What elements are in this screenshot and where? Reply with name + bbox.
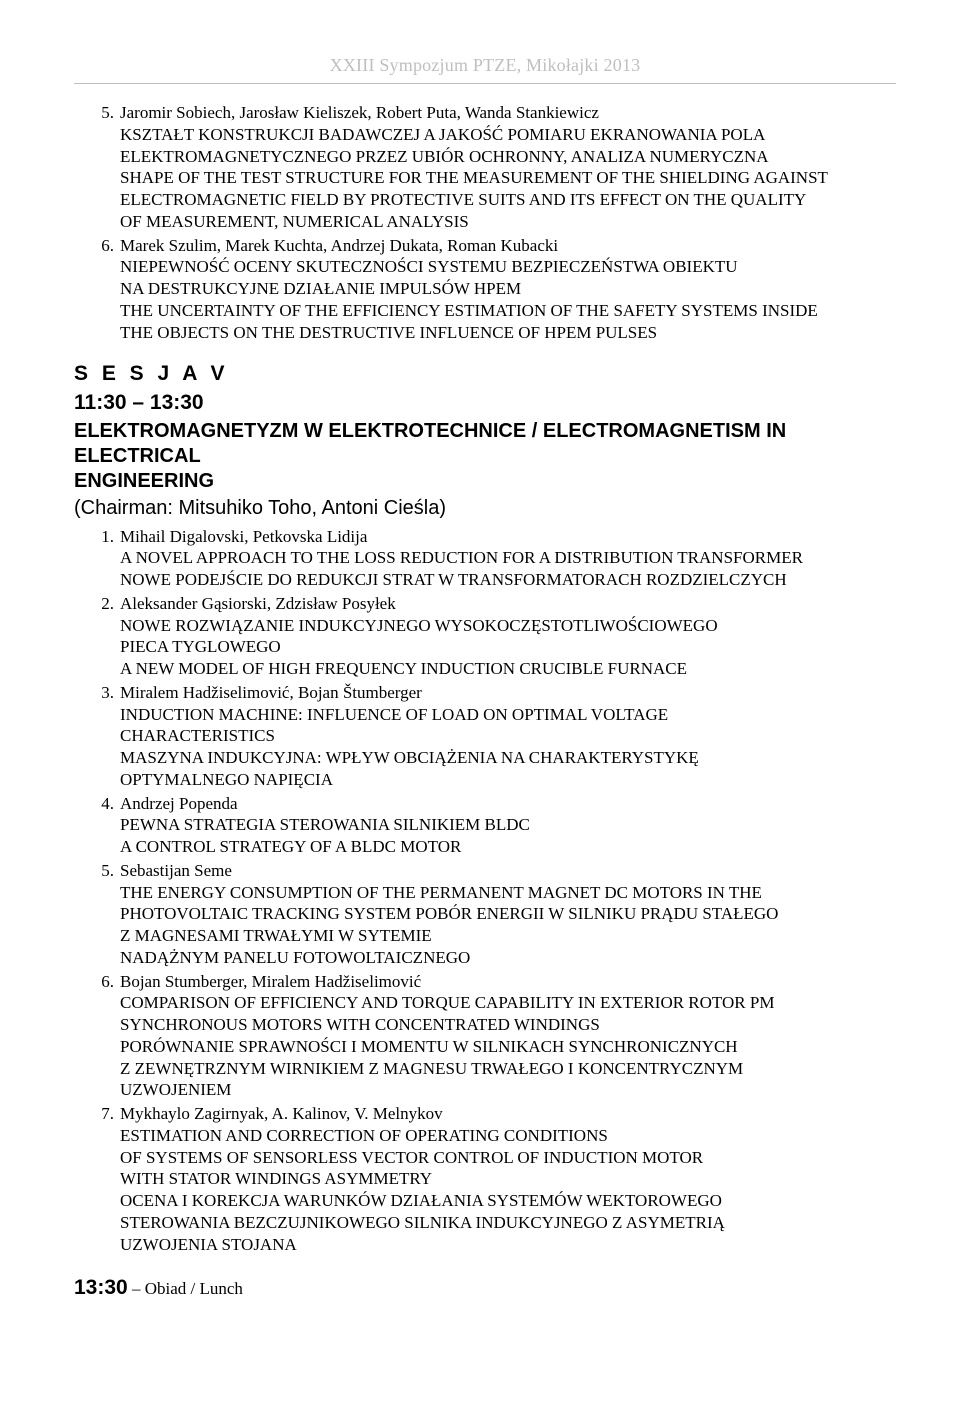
- talk-line: THE OBJECTS ON THE DESTRUCTIVE INFLUENCE…: [120, 322, 896, 344]
- talk-line: STEROWANIA BEZCZUJNIKOWEGO SILNIKA INDUK…: [120, 1212, 896, 1234]
- talk-line: NA DESTRUKCYJNE DZIAŁANIE IMPULSÓW HPEM: [120, 278, 896, 300]
- talk-number: 6.: [74, 971, 120, 1102]
- talk-item: 6.Marek Szulim, Marek Kuchta, Andrzej Du…: [74, 235, 896, 344]
- talk-body: Bojan Stumberger, Miralem Hadžiselimović…: [120, 971, 896, 1102]
- talk-line: Miralem Hadžiselimović, Bojan Štumberger: [120, 682, 896, 704]
- talk-number: 5.: [74, 860, 120, 969]
- talk-body: Sebastijan SemeTHE ENERGY CONSUMPTION OF…: [120, 860, 896, 969]
- talk-line: PHOTOVOLTAIC TRACKING SYSTEM POBÓR ENERG…: [120, 903, 896, 925]
- talk-line: THE ENERGY CONSUMPTION OF THE PERMANENT …: [120, 882, 896, 904]
- talk-line: Z ZEWNĘTRZNYM WIRNIKIEM Z MAGNESU TRWAŁE…: [120, 1058, 896, 1080]
- talk-body: Miralem Hadžiselimović, Bojan Štumberger…: [120, 682, 896, 791]
- talk-line: SHAPE OF THE TEST STRUCTURE FOR THE MEAS…: [120, 167, 896, 189]
- talk-line: SYNCHRONOUS MOTORS WITH CONCENTRATED WIN…: [120, 1014, 896, 1036]
- talk-line: Mykhaylo Zagirnyak, A. Kalinov, V. Melny…: [120, 1103, 896, 1125]
- talk-line: PEWNA STRATEGIA STEROWANIA SILNIKIEM BLD…: [120, 814, 896, 836]
- talk-line: Andrzej Popenda: [120, 793, 896, 815]
- talk-line: WITH STATOR WINDINGS ASYMMETRY: [120, 1168, 896, 1190]
- session-topic: ELEKTROMAGNETYZM W ELEKTROTECHNICE / ELE…: [74, 419, 896, 494]
- talk-item: 3.Miralem Hadžiselimović, Bojan Štumberg…: [74, 682, 896, 791]
- talk-item: 2.Aleksander Gąsiorski, Zdzisław Posyłek…: [74, 593, 896, 680]
- talk-line: Bojan Stumberger, Miralem Hadžiselimović: [120, 971, 896, 993]
- session-time: 11:30 – 13:30: [74, 390, 896, 417]
- talk-line: A CONTROL STRATEGY OF A BLDC MOTOR: [120, 836, 896, 858]
- talk-line: Z MAGNESAMI TRWAŁYMI W SYTEMIE: [120, 925, 896, 947]
- talk-line: OF MEASUREMENT, NUMERICAL ANALYSIS: [120, 211, 896, 233]
- talk-line: KSZTAŁT KONSTRUKCJI BADAWCZEJ A JAKOŚĆ P…: [120, 124, 896, 146]
- talk-item: 5.Jaromir Sobiech, Jarosław Kieliszek, R…: [74, 102, 896, 233]
- talk-line: NOWE ROZWIĄZANIE INDUKCYJNEGO WYSOKOCZĘS…: [120, 615, 896, 637]
- talk-line: MASZYNA INDUKCYJNA: WPŁYW OBCIĄŻENIA NA …: [120, 747, 896, 769]
- talk-line: A NEW MODEL OF HIGH FREQUENCY INDUCTION …: [120, 658, 896, 680]
- talk-line: INDUCTION MACHINE: INFLUENCE OF LOAD ON …: [120, 704, 896, 726]
- talk-line: UZWOJENIA STOJANA: [120, 1234, 896, 1256]
- talk-line: COMPARISON OF EFFICIENCY AND TORQUE CAPA…: [120, 992, 896, 1014]
- talk-body: Jaromir Sobiech, Jarosław Kieliszek, Rob…: [120, 102, 896, 233]
- talk-line: Jaromir Sobiech, Jarosław Kieliszek, Rob…: [120, 102, 896, 124]
- talk-line: PIECA TYGLOWEGO: [120, 636, 896, 658]
- talk-item: 5.Sebastijan SemeTHE ENERGY CONSUMPTION …: [74, 860, 896, 969]
- talk-line: Mihail Digalovski, Petkovska Lidija: [120, 526, 896, 548]
- talk-line: ELEKTROMAGNETYCZNEGO PRZEZ UBIÓR OCHRONN…: [120, 146, 896, 168]
- talk-line: NOWE PODEJŚCIE DO REDUKCJI STRAT W TRANS…: [120, 569, 896, 591]
- footer-time: 13:30: [74, 1276, 128, 1299]
- talk-number: 1.: [74, 526, 120, 591]
- header-divider: [74, 83, 896, 84]
- talk-number: 4.: [74, 793, 120, 858]
- talk-line: Marek Szulim, Marek Kuchta, Andrzej Duka…: [120, 235, 896, 257]
- talk-item: 6.Bojan Stumberger, Miralem Hadžiselimov…: [74, 971, 896, 1102]
- talk-item: 1.Mihail Digalovski, Petkovska Lidija A …: [74, 526, 896, 591]
- talk-line: THE UNCERTAINTY OF THE EFFICIENCY ESTIMA…: [120, 300, 896, 322]
- talk-line: UZWOJENIEM: [120, 1079, 896, 1101]
- session-label: S E S J A V: [74, 361, 896, 388]
- talk-line: NIEPEWNOŚĆ OCENY SKUTECZNOŚCI SYSTEMU BE…: [120, 256, 896, 278]
- talk-item: 7.Mykhaylo Zagirnyak, A. Kalinov, V. Mel…: [74, 1103, 896, 1255]
- session-list: 1.Mihail Digalovski, Petkovska Lidija A …: [74, 526, 896, 1256]
- talk-number: 6.: [74, 235, 120, 344]
- talk-line: Sebastijan Seme: [120, 860, 896, 882]
- talk-number: 3.: [74, 682, 120, 791]
- talk-body: Andrzej PopendaPEWNA STRATEGIA STEROWANI…: [120, 793, 896, 858]
- header-prefix: XXIII Sympozjum: [330, 55, 473, 75]
- talk-line: Aleksander Gąsiorski, Zdzisław Posyłek: [120, 593, 896, 615]
- session-topic-line2: ENGINEERING: [74, 470, 214, 492]
- talk-line: OPTYMALNEGO NAPIĘCIA: [120, 769, 896, 791]
- talk-number: 7.: [74, 1103, 120, 1255]
- talk-body: Mihail Digalovski, Petkovska Lidija A NO…: [120, 526, 896, 591]
- talk-line: OF SYSTEMS OF SENSORLESS VECTOR CONTROL …: [120, 1147, 896, 1169]
- header-italic: PTZE, Mikołajki 2013: [473, 55, 641, 75]
- footer: 13:30 – Obiad / Lunch: [74, 1275, 896, 1302]
- talk-number: 2.: [74, 593, 120, 680]
- talk-line: ESTIMATION AND CORRECTION OF OPERATING C…: [120, 1125, 896, 1147]
- talk-number: 5.: [74, 102, 120, 233]
- talk-line: CHARACTERISTICS: [120, 725, 896, 747]
- talk-line: PORÓWNANIE SPRAWNOŚCI I MOMENTU W SILNIK…: [120, 1036, 896, 1058]
- talk-line: NADĄŻNYM PANELU FOTOWOLTAICZNEGO: [120, 947, 896, 969]
- footer-label: – Obiad / Lunch: [128, 1279, 243, 1298]
- session-chair: (Chairman: Mitsuhiko Toho, Antoni Cieśla…: [74, 496, 896, 522]
- page-header: XXIII Sympozjum PTZE, Mikołajki 2013: [74, 54, 896, 77]
- talk-body: Aleksander Gąsiorski, Zdzisław PosyłekNO…: [120, 593, 896, 680]
- continuation-list: 5.Jaromir Sobiech, Jarosław Kieliszek, R…: [74, 102, 896, 343]
- talk-item: 4.Andrzej PopendaPEWNA STRATEGIA STEROWA…: [74, 793, 896, 858]
- session-topic-line1: ELEKTROMAGNETYZM W ELEKTROTECHNICE / ELE…: [74, 420, 786, 467]
- talk-line: A NOVEL APPROACH TO THE LOSS REDUCTION F…: [120, 547, 896, 569]
- talk-line: OCENA I KOREKCJA WARUNKÓW DZIAŁANIA SYST…: [120, 1190, 896, 1212]
- talk-line: ELECTROMAGNETIC FIELD BY PROTECTIVE SUIT…: [120, 189, 896, 211]
- talk-body: Marek Szulim, Marek Kuchta, Andrzej Duka…: [120, 235, 896, 344]
- talk-body: Mykhaylo Zagirnyak, A. Kalinov, V. Melny…: [120, 1103, 896, 1255]
